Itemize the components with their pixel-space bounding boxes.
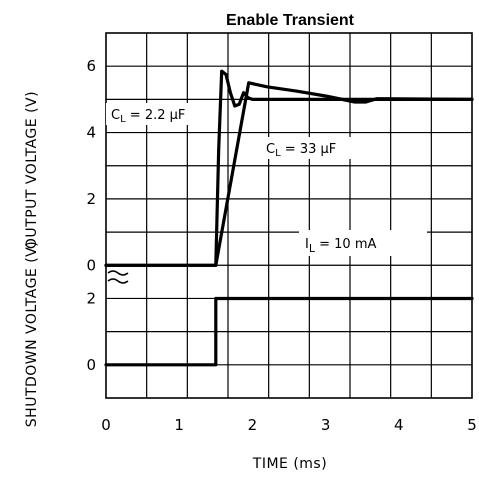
y-tick-label: 0 (86, 356, 96, 374)
x-tick-label: 2 (248, 416, 258, 434)
x-tick-label: 3 (321, 416, 331, 434)
x-tick-label: 1 (174, 416, 184, 434)
chart-grid (105, 32, 473, 399)
cl-small-sub: L (120, 114, 126, 125)
load-main: I (305, 237, 309, 252)
load-current-annotation: IL = 10 mA (299, 230, 427, 256)
cl-small-main: C (111, 108, 120, 123)
cl-large-main: C (266, 142, 275, 157)
load-sub: L (309, 242, 316, 255)
cl-small-annotation: CL = 2.2 µF (106, 103, 214, 125)
cl-large-annotation: CL = 33 µF (262, 137, 362, 159)
x-tick-label: 4 (394, 416, 404, 434)
plot-frame (105, 32, 473, 399)
cl-small-rest: = 2.2 µF (126, 108, 186, 123)
x-tick-label: 5 (467, 416, 477, 434)
y-tick-label: 6 (86, 57, 96, 75)
y-tick-labels: 0 2 4 6 0 2 (86, 57, 96, 374)
series-line-cl-33uf (104, 81, 474, 267)
x-axis-label: TIME (ms) (252, 456, 327, 472)
cl-large-sub: L (275, 148, 281, 159)
x-tick-labels: 0 1 2 3 4 5 (101, 416, 477, 434)
y-tick-label: 2 (86, 289, 96, 307)
svg-text:CL = 2.2 µF: CL = 2.2 µF (111, 108, 185, 125)
y-tick-label: 2 (86, 190, 96, 208)
x-tick-label: 0 (101, 416, 111, 434)
svg-text:IL = 10 mA: IL = 10 mA (305, 237, 376, 255)
cl-large-rest: = 33 µF (281, 142, 337, 157)
series-line-cl-2-2uf (104, 69, 474, 267)
series-line-shutdown (104, 296, 474, 367)
svg-text:CL = 33 µF: CL = 33 µF (266, 142, 336, 159)
y-tick-label: 0 (86, 256, 96, 274)
load-rest: = 10 mA (315, 237, 376, 252)
axis-break-mark (107, 270, 129, 284)
output-voltage-label: OUTPUT VOLTAGE (V) (24, 91, 40, 249)
y-tick-label: 4 (86, 124, 96, 142)
shutdown-voltage-label: SHUTDOWN VOLTAGE (V) (24, 241, 40, 427)
chart-title: Enable Transient (226, 12, 355, 29)
chart-traces (104, 69, 474, 367)
